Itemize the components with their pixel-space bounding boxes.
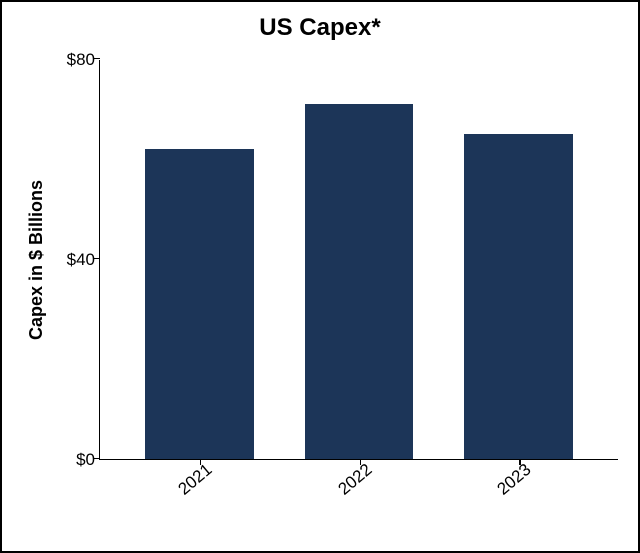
x-tick-label: 2023 [479, 472, 521, 512]
x-tick-label: 2022 [319, 472, 361, 512]
y-tick-mark [94, 458, 100, 460]
chart-body: Capex in $ Billions $0$40$80 [22, 60, 618, 460]
bar [305, 104, 414, 459]
bars-container [100, 60, 618, 459]
x-tick-label: 2021 [160, 472, 202, 512]
x-axis-labels: 2021 2022 2023 [70, 460, 618, 530]
y-tick-mark [94, 58, 100, 60]
chart-frame: US Capex* Capex in $ Billions $0$40$80 2… [0, 0, 640, 553]
chart-title: US Capex* [22, 14, 618, 42]
y-axis-label: Capex in $ Billions [22, 60, 51, 460]
y-tick-mark [94, 258, 100, 260]
y-axis: $0$40$80 [51, 60, 99, 460]
plot-area [99, 60, 618, 460]
bar [464, 134, 573, 459]
y-tick-label: $40 [67, 250, 95, 270]
bar [145, 149, 254, 459]
y-tick-label: $80 [67, 50, 95, 70]
